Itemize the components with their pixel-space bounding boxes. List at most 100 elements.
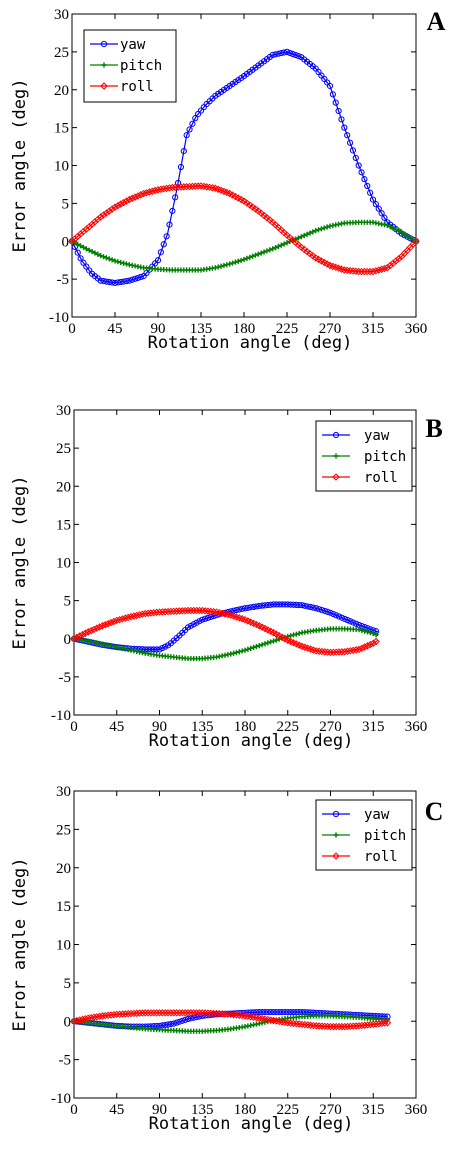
series-roll-marker — [90, 1013, 98, 1021]
series-roll-marker — [118, 615, 127, 623]
series-roll-marker — [232, 1011, 241, 1019]
series-yaw-marker — [160, 241, 167, 248]
series-roll-marker — [383, 264, 392, 272]
series-roll-marker — [108, 205, 116, 213]
series-roll-marker — [104, 619, 112, 628]
legend-label-yaw: yaw — [364, 807, 390, 823]
series-yaw-marker — [230, 1010, 237, 1017]
series-yaw-marker — [120, 278, 127, 285]
y-tick-label: 5 — [64, 976, 72, 992]
y-tick-label: 25 — [56, 441, 71, 457]
series-roll-marker — [114, 201, 122, 210]
series-roll-marker — [240, 197, 248, 205]
legend-label-pitch: pitch — [120, 58, 162, 74]
legend-label-yaw: yaw — [120, 37, 146, 53]
series-yaw-marker — [381, 214, 388, 221]
series-pitch-marker — [396, 228, 402, 234]
series-yaw-marker — [176, 1018, 183, 1025]
series-yaw-marker — [301, 602, 308, 609]
series-yaw-marker — [295, 53, 302, 60]
series-yaw-marker — [204, 614, 212, 621]
series-yaw-marker — [267, 601, 274, 608]
series-yaw-marker — [292, 51, 299, 59]
series-pitch-marker — [318, 226, 324, 232]
x-tick-label: 225 — [277, 1102, 300, 1118]
y-tick-label: 10 — [54, 159, 69, 175]
series-yaw-marker — [361, 176, 368, 183]
legend-label-roll: roll — [364, 849, 398, 865]
series-yaw-marker — [270, 601, 277, 608]
x-tick-label: 180 — [234, 1102, 257, 1118]
series-pitch-marker — [121, 260, 127, 266]
series-roll-marker — [101, 621, 110, 629]
series-roll-marker — [128, 194, 136, 203]
series-yaw-marker — [183, 132, 190, 139]
panel-letter: C — [425, 797, 444, 826]
series-roll-marker — [352, 267, 360, 275]
series-roll-marker — [113, 616, 121, 625]
series-pitch-marker — [247, 254, 253, 260]
series-roll-marker — [318, 1022, 326, 1030]
series-yaw-marker — [170, 1020, 177, 1027]
series-yaw-marker — [333, 612, 340, 619]
series-yaw-marker — [193, 1014, 200, 1021]
series-roll-marker — [321, 648, 329, 656]
series-roll-marker — [119, 198, 128, 207]
series-pitch-marker — [373, 632, 379, 638]
x-tick-label: 225 — [277, 719, 300, 735]
series-roll-marker — [386, 261, 394, 270]
series-roll-marker — [181, 606, 189, 615]
series-yaw-marker — [353, 620, 360, 627]
series-roll-marker — [346, 266, 354, 275]
series-yaw-marker — [166, 221, 173, 228]
series-roll-marker — [71, 235, 79, 243]
series-roll-marker — [165, 184, 174, 192]
legend-yaw-marker — [332, 810, 340, 818]
series-roll-marker — [329, 1022, 338, 1031]
chart-panel-b: 0 45 90 135 180 225 270 315 360 -10 -5 0 5 10 15 20 25 30… — [10, 403, 443, 751]
series-yaw-marker — [236, 606, 243, 613]
series-roll-marker — [372, 267, 380, 275]
series-yaw-marker — [335, 107, 342, 115]
series-pitch — [69, 219, 419, 273]
series-pitch-marker — [106, 256, 112, 262]
series-roll-marker — [246, 201, 254, 209]
series-roll-marker — [175, 1009, 184, 1017]
series-roll-marker — [158, 1009, 167, 1017]
series-roll-marker — [303, 247, 311, 256]
x-tick-label: 360 — [405, 321, 428, 337]
series-pitch-marker — [242, 647, 248, 653]
series-pitch-marker — [261, 249, 267, 255]
series-roll-marker — [68, 237, 76, 245]
series-yaw-marker — [318, 606, 326, 614]
series-pitch-marker — [321, 225, 327, 231]
series-roll-marker — [303, 1021, 312, 1029]
series-roll-marker — [284, 1019, 292, 1027]
series-yaw-marker — [307, 603, 314, 611]
series-roll-marker — [184, 1009, 192, 1017]
series-roll-marker — [346, 647, 355, 655]
series-roll-marker — [201, 1009, 209, 1017]
series-roll-marker — [189, 1009, 198, 1017]
series-roll-marker — [369, 1020, 377, 1029]
series-roll-marker — [147, 609, 155, 617]
legend-roll-marker — [332, 473, 340, 481]
series-roll-marker — [312, 647, 320, 655]
series-roll-marker — [395, 254, 403, 263]
series-yaw-marker — [192, 115, 199, 122]
series-yaw-marker — [287, 601, 294, 608]
series-yaw-marker — [154, 257, 162, 264]
y-tick-label: 15 — [56, 899, 71, 915]
series-yaw-marker — [335, 613, 343, 620]
series-roll-marker — [107, 1011, 115, 1019]
series-yaw-marker — [278, 49, 285, 57]
series-yaw-marker — [270, 1008, 277, 1016]
series-yaw-marker — [313, 605, 320, 612]
series-pitch-marker — [270, 246, 276, 252]
legend-label-yaw: yaw — [364, 428, 390, 444]
x-tick-label: 45 — [108, 321, 123, 337]
series-roll-marker — [251, 205, 260, 213]
legend-label-roll: roll — [364, 470, 398, 486]
y-tick-label: 20 — [56, 861, 71, 877]
series-yaw-marker — [199, 616, 206, 623]
